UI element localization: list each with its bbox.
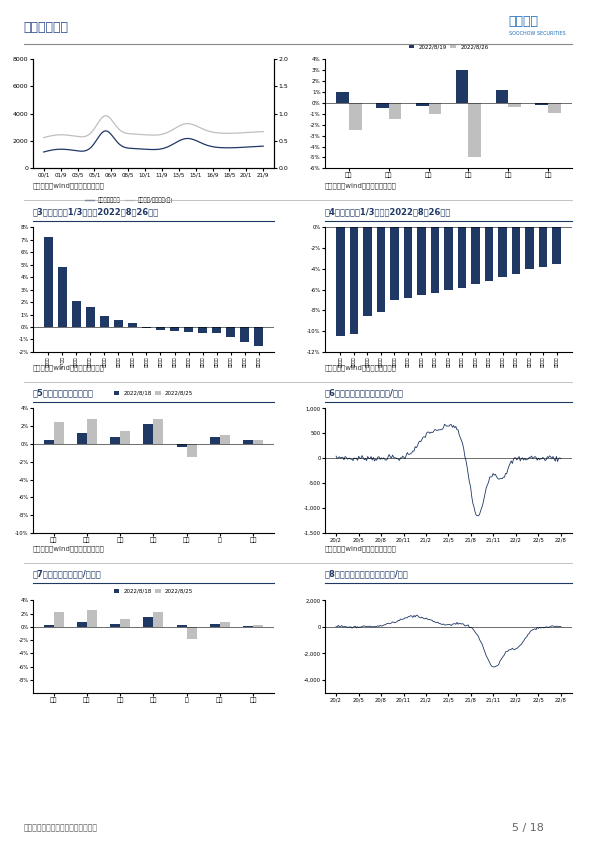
Text: 数据来源：wind，东吴证券研究所: 数据来源：wind，东吴证券研究所	[325, 365, 397, 371]
Bar	[44, 440, 54, 444]
Bar	[253, 440, 263, 444]
Bar	[184, 327, 193, 332]
Bar	[110, 437, 120, 444]
Bar	[389, 103, 402, 119]
Text: 图8：螺纹钢期货盘面利润（元/吨）: 图8：螺纹钢期货盘面利润（元/吨）	[325, 569, 409, 578]
Text: 数据来源：wind，东吴证券研究所: 数据来源：wind，东吴证券研究所	[33, 546, 105, 552]
Text: 图4：周跌幅前1/3（截至2022年8月26日）: 图4：周跌幅前1/3（截至2022年8月26日）	[325, 207, 451, 216]
Bar	[468, 103, 481, 157]
Bar	[154, 419, 163, 444]
Text: 数据来源：wind，东吴证券研究所: 数据来源：wind，东吴证券研究所	[33, 183, 105, 189]
Bar	[87, 419, 97, 444]
Text: 数据来源：wind，东吴证券研究所: 数据来源：wind，东吴证券研究所	[33, 365, 105, 371]
Text: 数据来源：wind，东吴证券研究所: 数据来源：wind，东吴证券研究所	[325, 183, 397, 189]
Bar	[128, 323, 137, 327]
Bar	[72, 301, 81, 327]
Bar	[254, 327, 263, 346]
Legend: 申万钢铁（左）, 申万钢铁/上证综指(右): 申万钢铁（左）, 申万钢铁/上证综指(右)	[83, 195, 176, 205]
Bar	[226, 327, 235, 337]
Bar	[458, 227, 467, 288]
Bar	[390, 227, 399, 300]
Text: 数据来源：wind，东吴证券研究所: 数据来源：wind，东吴证券研究所	[325, 546, 397, 552]
Bar	[508, 103, 521, 107]
Bar	[376, 103, 389, 108]
Bar	[535, 103, 548, 105]
Bar	[363, 227, 372, 316]
Legend: 2022/8/19, 2022/8/26: 2022/8/19, 2022/8/26	[406, 42, 491, 51]
Bar	[471, 227, 480, 285]
Legend: 2022/8/18, 2022/8/25: 2022/8/18, 2022/8/25	[111, 586, 195, 596]
Text: 请务必阅读正文之后的免责声明部分: 请务必阅读正文之后的免责声明部分	[24, 823, 98, 832]
Legend: 2022/8/18, 2022/8/25: 2022/8/18, 2022/8/25	[111, 389, 195, 398]
Bar	[154, 612, 163, 626]
Bar	[417, 227, 426, 295]
Bar	[403, 227, 412, 298]
Bar	[416, 103, 429, 106]
Bar	[58, 267, 67, 327]
Text: 图3：周涨幅前1/3（截至2022年8月26日）: 图3：周涨幅前1/3（截至2022年8月26日）	[33, 207, 159, 216]
Bar	[170, 327, 179, 331]
Bar	[54, 422, 64, 444]
Bar	[495, 89, 508, 103]
Bar	[120, 619, 130, 626]
Bar	[210, 624, 220, 626]
Bar	[87, 610, 97, 626]
Text: 东吴证券: 东吴证券	[509, 15, 539, 28]
Bar	[198, 327, 207, 333]
Bar	[336, 227, 345, 336]
Text: 图7：期货矿比（螺纹/钢铁）: 图7：期货矿比（螺纹/钢铁）	[33, 569, 101, 578]
Bar	[485, 227, 493, 281]
Bar	[210, 437, 220, 444]
Bar	[377, 227, 386, 312]
Bar	[177, 444, 187, 446]
Bar	[44, 237, 53, 327]
Bar	[220, 435, 230, 444]
Bar	[240, 327, 249, 342]
Bar	[212, 327, 221, 333]
Bar	[187, 626, 197, 639]
Bar	[253, 625, 263, 626]
Bar	[243, 440, 253, 444]
Text: 图6：螺纹钢期现货价差（元/吨）: 图6：螺纹钢期现货价差（元/吨）	[325, 388, 403, 397]
Bar	[511, 227, 520, 274]
Bar	[110, 624, 120, 626]
Bar	[86, 307, 95, 327]
Bar	[336, 92, 349, 103]
Text: SOOCHOW SECURITIES: SOOCHOW SECURITIES	[509, 31, 566, 36]
Bar	[156, 327, 165, 329]
Bar	[144, 617, 154, 626]
Bar	[114, 320, 123, 327]
Bar	[187, 444, 197, 457]
Bar	[77, 621, 87, 626]
Bar	[548, 103, 561, 113]
Bar	[349, 103, 362, 130]
Bar	[142, 327, 151, 328]
Bar	[350, 227, 358, 334]
Text: 图5：期货连续合约周涨幅: 图5：期货连续合约周涨幅	[33, 388, 94, 397]
Bar	[430, 227, 439, 293]
Bar	[100, 316, 109, 327]
Bar	[54, 612, 64, 626]
Bar	[498, 227, 507, 277]
Bar	[44, 625, 54, 626]
Text: 5 / 18: 5 / 18	[511, 823, 544, 833]
Bar	[120, 430, 130, 444]
FancyBboxPatch shape	[493, 11, 574, 35]
Bar	[220, 621, 230, 626]
Bar	[144, 424, 154, 444]
Bar	[444, 227, 453, 290]
Bar	[539, 227, 547, 267]
Bar	[552, 227, 561, 264]
Bar	[525, 227, 534, 269]
Text: 行业跟踪周报: 行业跟踪周报	[24, 20, 69, 34]
Bar	[429, 103, 441, 114]
Bar	[456, 70, 468, 103]
Bar	[77, 434, 87, 444]
